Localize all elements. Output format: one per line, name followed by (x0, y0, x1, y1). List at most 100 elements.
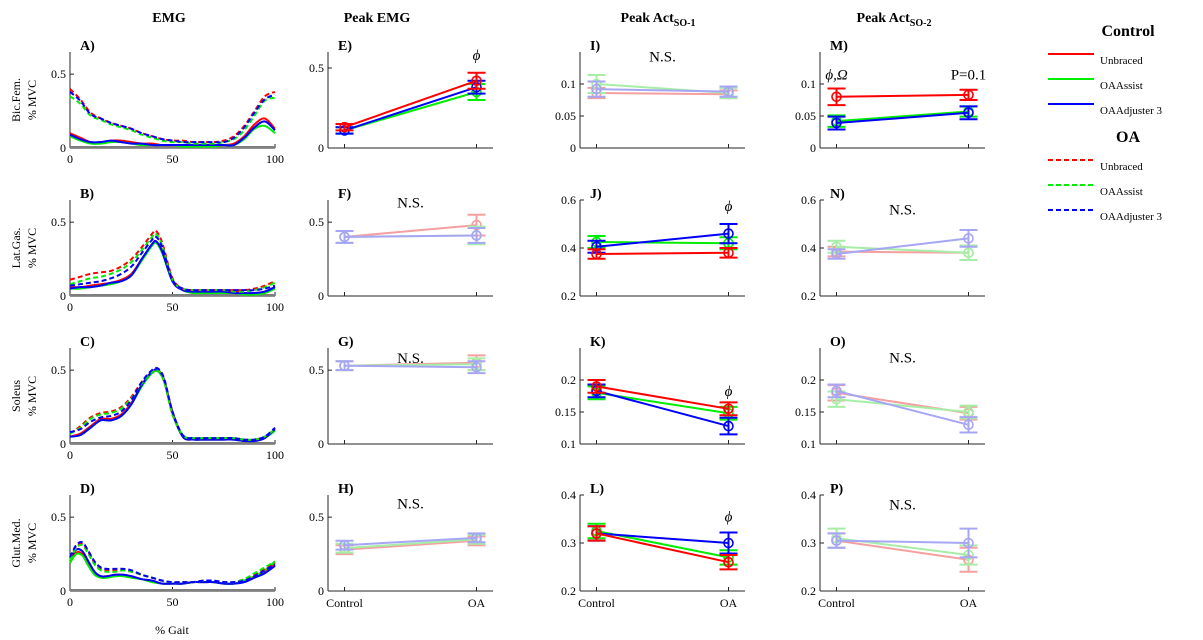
y-tick-label: 0.4 (561, 241, 576, 255)
series-oaassist (827, 239, 978, 261)
curve-control-unbraced (69, 368, 276, 443)
significance-annotation: ϕ,Ω (825, 68, 848, 84)
y-tick-label: 0 (60, 584, 66, 598)
mean-marker (339, 539, 350, 551)
x-tick-label: 50 (167, 448, 179, 462)
y-tick-label: 0.2 (801, 584, 816, 598)
column-title-subscript: SO-1 (674, 18, 696, 29)
panel-letter: F) (338, 187, 352, 202)
y-tick-label: 0.15 (555, 405, 576, 419)
series-line (344, 79, 477, 129)
mean-marker (471, 75, 482, 87)
mean-marker (723, 403, 734, 415)
y-tick-label: 0.2 (561, 373, 576, 387)
panel-O: 0.1 0.15 0.2 O) N.S. (795, 335, 985, 451)
panel-L: 0.2 0.3 0.4 L) Control OA ϕ (561, 482, 745, 610)
series-unbraced (335, 71, 486, 133)
significance-annotation: N.S. (397, 496, 424, 512)
legend-label: OAAdjuster 3 (1100, 211, 1163, 223)
category-label: Control (578, 596, 615, 610)
panel-P: 0.2 0.3 0.4 P) Control OA N.S. (801, 482, 985, 610)
column-title-text: Peak EMG (344, 11, 411, 26)
panel-letter: A) (80, 39, 95, 54)
panel-letter: G) (338, 335, 354, 350)
series-line (596, 88, 729, 93)
panel-F: 0 0.5 F) N.S. (309, 187, 493, 303)
legend-section-title: Control (1101, 23, 1155, 40)
panel-H: 0 0.5 H) Control OA N.S. (309, 482, 493, 610)
series-oaadjuster3 (827, 229, 978, 260)
series-line (596, 241, 729, 245)
y-tick-label: 0 (570, 141, 576, 155)
significance-annotation: N.S. (889, 202, 916, 218)
series-line (596, 389, 729, 428)
series-line (596, 532, 729, 544)
series-unbraced (587, 525, 738, 571)
panel-K: 0.1 0.15 0.2 K) ϕ (555, 335, 745, 451)
y-tick-label: 0.5 (51, 67, 66, 81)
panel-letter: J) (590, 187, 602, 202)
x-tick-label: 100 (266, 152, 284, 166)
curve-control-oaassist (69, 369, 276, 443)
panel-J: 0.2 0.4 0.6 J) ϕ (561, 187, 745, 303)
x-tick-label: 100 (266, 448, 284, 462)
panel-M: 0 0.05 0.1 M) ϕ,Ω P=0.1 (795, 39, 986, 155)
curve-oa-oaadjuster3 (69, 91, 276, 144)
y-tick-label: 0.5 (309, 61, 324, 75)
y-tick-label: 0.5 (309, 215, 324, 229)
y-tick-label: 0 (810, 141, 816, 155)
y-tick-label: 0.5 (309, 363, 324, 377)
significance-annotation: N.S. (889, 497, 916, 513)
series-line (836, 245, 969, 254)
category-label: Control (818, 596, 855, 610)
series-oaassist (827, 390, 978, 420)
category-label: OA (720, 596, 738, 610)
panel-letter: M) (830, 39, 848, 54)
mean-marker (963, 419, 974, 431)
series-oaadjuster3 (827, 383, 978, 434)
curve-oa-oaadjuster3 (69, 366, 276, 441)
column-title-2: Peak ActSO-1 (621, 11, 696, 29)
y-tick-label: 0.1 (561, 77, 576, 91)
mean-marker (963, 107, 974, 119)
series-line (836, 539, 969, 561)
series-oaadjuster3 (335, 227, 486, 244)
significance-annotation: P=0.1 (951, 68, 987, 84)
curve-oa-unbraced (69, 368, 276, 441)
category-label: OA (960, 596, 978, 610)
mean-marker (723, 247, 734, 259)
curve-oa-oaassist (69, 232, 276, 293)
mean-marker (963, 247, 974, 259)
series-line (596, 385, 729, 410)
mean-marker (339, 121, 350, 133)
row-label-muscle: Bic.Fem. (9, 78, 23, 122)
x-tick-label: 0 (67, 300, 73, 314)
significance-annotation: ϕ (725, 199, 733, 215)
series-unbraced (587, 247, 738, 260)
series-oaadjuster3 (587, 80, 738, 98)
mean-marker (831, 535, 842, 546)
row-label-unit: % MVC (25, 80, 39, 120)
curve-oa-oaassist (69, 368, 276, 441)
significance-annotation: N.S. (889, 351, 916, 367)
mean-marker (723, 228, 734, 239)
series-oaadjuster3 (827, 105, 978, 131)
gait-axis-label: % Gait (155, 623, 189, 637)
column-title-1: Peak EMG (344, 11, 411, 26)
curve-oa-oaassist (69, 95, 276, 145)
row-label-muscle: Lat.Gas. (9, 228, 23, 269)
mean-marker (471, 230, 482, 241)
x-tick-label: 100 (266, 300, 284, 314)
panels: 0 0.5 A) 0 50 100 0 0.5 B) 0 50 100 0 0.5 C) 0 50 100 0 0.5… (51, 39, 986, 610)
x-tick-label: 100 (266, 595, 284, 609)
series-line (836, 389, 969, 426)
series-oaadjuster3 (335, 532, 486, 551)
series-unbraced (587, 379, 738, 417)
mean-marker (963, 233, 974, 244)
series-line (836, 110, 969, 123)
series-line (344, 86, 477, 132)
legend-label: OAAdjuster 3 (1100, 105, 1163, 117)
curve-control-oaadjuster3 (69, 368, 276, 443)
series-line (836, 93, 969, 98)
